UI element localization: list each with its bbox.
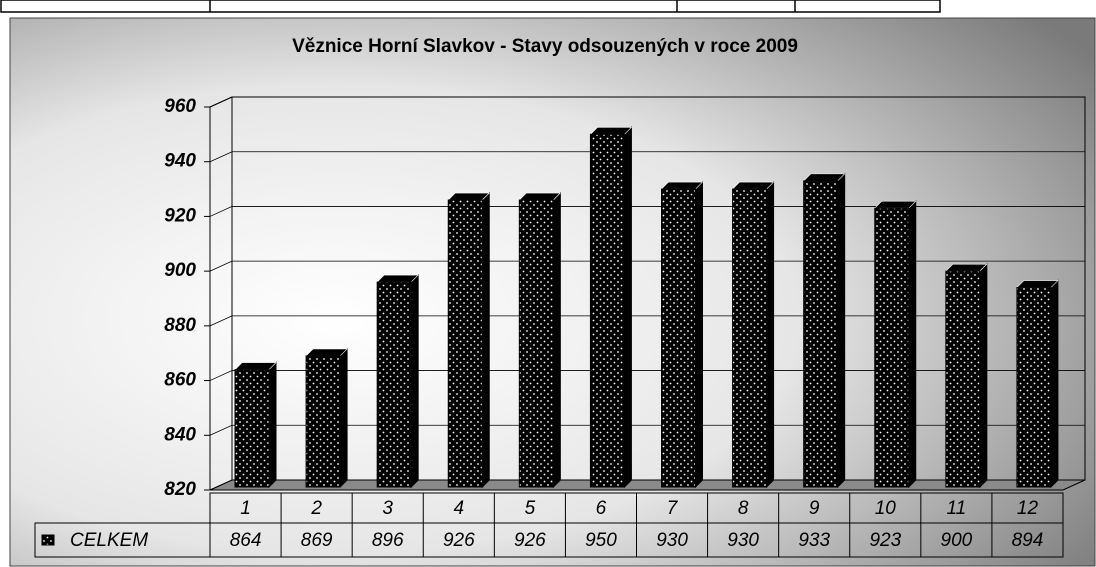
x-tick-label: 3 — [382, 498, 393, 519]
y-tick-label: 900 — [164, 260, 196, 281]
x-tick-label: 10 — [875, 498, 897, 519]
bar-top — [447, 192, 490, 201]
legend-swatch — [41, 534, 55, 546]
x-tick-label: 7 — [667, 498, 679, 519]
table-value: 926 — [514, 530, 546, 551]
bar — [732, 188, 768, 488]
x-tick-label: 2 — [310, 498, 322, 519]
bar-side — [481, 191, 490, 489]
grid-line — [209, 315, 1085, 327]
bar-top — [660, 181, 704, 190]
y-tick-label: 840 — [164, 424, 196, 445]
bar-side — [1050, 279, 1059, 489]
grid-line — [209, 206, 1085, 217]
x-tick-label: 6 — [596, 498, 607, 519]
x-tick-label: 4 — [454, 498, 465, 519]
table-value: 864 — [230, 530, 262, 551]
bar-side — [908, 200, 917, 489]
legend-label: CELKEM — [70, 530, 148, 551]
table-row-2 — [34, 522, 1064, 558]
bar-side — [552, 191, 561, 489]
table-value: 933 — [798, 530, 830, 551]
bar-side — [695, 180, 703, 489]
table-value: 923 — [869, 530, 901, 551]
bar — [803, 180, 839, 488]
table-value: 894 — [1012, 530, 1044, 551]
bar-top — [731, 181, 775, 190]
x-tick-label: 1 — [240, 498, 251, 519]
x-tick-label: 12 — [1017, 498, 1039, 519]
bar-top — [305, 348, 348, 357]
table-value: 930 — [727, 530, 759, 551]
plot: 8208408608809009209409601864286938964926… — [34, 96, 1086, 558]
bar-top — [376, 274, 419, 283]
grid-line — [209, 96, 1085, 108]
bar — [234, 369, 270, 488]
y-tick-label: 920 — [164, 205, 196, 226]
bar-side — [268, 361, 277, 489]
bar-side — [766, 180, 775, 489]
x-tick-label: 11 — [947, 498, 967, 519]
grid-line — [209, 151, 1085, 163]
bar-side — [837, 172, 846, 489]
bar-top — [589, 127, 633, 135]
grid-line — [209, 370, 1085, 381]
bar — [376, 281, 412, 488]
bar-side — [410, 273, 419, 489]
table-value: 950 — [585, 530, 617, 551]
x-tick-label: 8 — [738, 498, 749, 519]
bar-top — [518, 192, 562, 201]
bar — [661, 188, 696, 488]
bar-top — [802, 173, 846, 182]
bar — [589, 133, 625, 488]
bar-side — [339, 347, 348, 489]
chart-title: Věznice Horní Slavkov - Stavy odsouzenýc… — [292, 36, 798, 57]
bar — [518, 199, 554, 488]
bar — [447, 199, 483, 488]
x-tick-label: 9 — [809, 498, 820, 519]
bar-side — [623, 126, 632, 489]
grid-line — [209, 479, 1085, 491]
grid-line — [209, 424, 1085, 436]
bar-top — [1016, 280, 1059, 288]
bar — [945, 270, 981, 488]
top-table-fragment — [0, 0, 941, 13]
table-value: 869 — [301, 530, 333, 551]
bar — [1016, 287, 1052, 488]
table-value: 926 — [443, 530, 475, 551]
grid-line — [209, 260, 1085, 272]
bar — [874, 207, 910, 488]
y-tick-label: 860 — [164, 370, 196, 391]
x-tick-label: 5 — [525, 498, 536, 519]
bar-top — [234, 362, 277, 370]
table-value: 900 — [941, 530, 973, 551]
bar-top — [874, 200, 917, 209]
bar-top — [945, 263, 988, 272]
table-value: 896 — [372, 530, 404, 551]
y-tick-label: 880 — [164, 315, 196, 336]
y-tick-label: 940 — [164, 151, 196, 172]
table-value: 930 — [656, 530, 688, 551]
bar-side — [979, 262, 988, 489]
y-tick-label: 820 — [164, 479, 196, 500]
bar — [305, 355, 341, 488]
y-tick-label: 960 — [164, 96, 196, 117]
